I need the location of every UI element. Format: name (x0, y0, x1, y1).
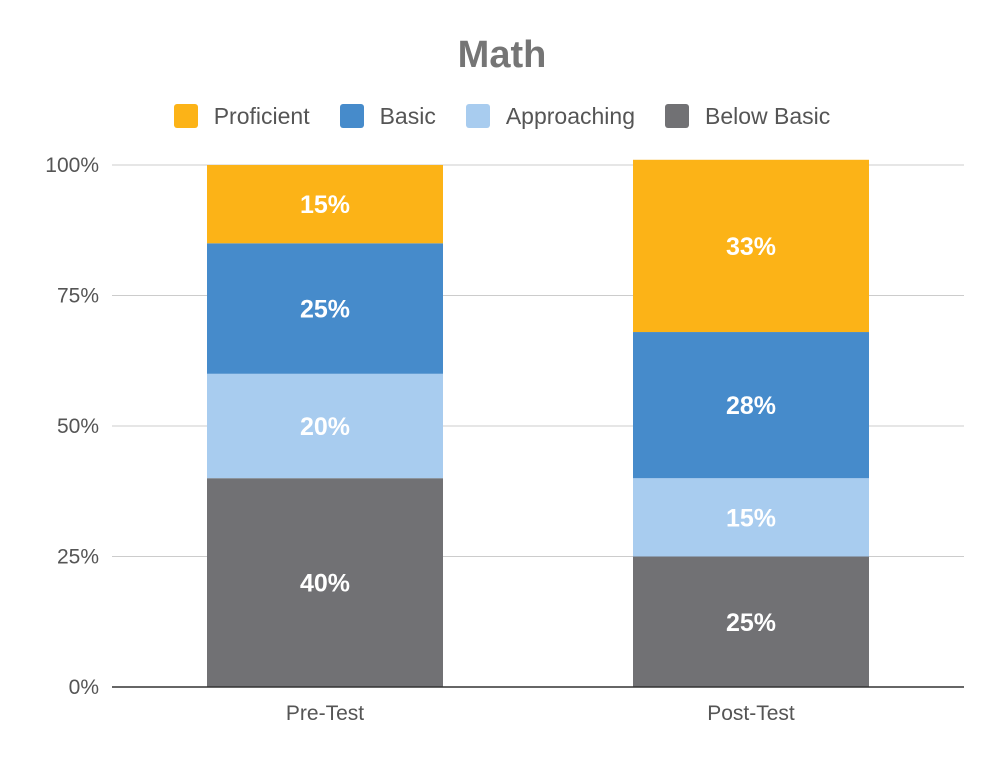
legend-item-approaching: Approaching (465, 102, 635, 130)
data-label: 15% (726, 504, 776, 532)
legend-item-proficient: Proficient (173, 102, 310, 130)
legend-swatch (665, 104, 689, 128)
data-label: 33% (726, 233, 776, 261)
bar-segment-post-test-proficient (633, 159, 869, 333)
y-tick-label: 100% (45, 154, 99, 177)
data-label: 25% (726, 609, 776, 637)
data-label: 28% (726, 392, 776, 420)
x-tick-label: Post-Test (707, 702, 795, 725)
legend-label: Proficient (213, 102, 310, 129)
y-tick-label: 25% (57, 546, 99, 569)
bar-segment-post-test-approaching (633, 478, 869, 557)
data-label: 25% (300, 296, 350, 324)
legend-swatch (465, 104, 490, 128)
bar-segment-pre-test-approaching (207, 373, 443, 479)
x-tick-label: Pre-Test (286, 702, 364, 725)
legend-swatch (339, 104, 364, 128)
y-tick-label: 75% (57, 285, 99, 308)
bar-segment-pre-test-below-basic (207, 478, 443, 687)
bar-segment-pre-test-proficient (207, 165, 443, 244)
legend: Proficient Basic Approaching Below Basic (0, 100, 1004, 132)
y-tick-label: 50% (57, 415, 99, 438)
chart-title: Math (457, 34, 547, 76)
data-label: 15% (300, 191, 350, 219)
legend-item-below-basic: Below Basic (665, 103, 830, 130)
legend-item-basic: Basic (339, 102, 436, 130)
y-tick-label: 0% (69, 676, 99, 699)
legend-label: Approaching (505, 102, 635, 129)
legend-label: Below Basic (705, 102, 831, 129)
legend-swatch (173, 104, 198, 128)
data-label: 40% (300, 570, 350, 598)
data-label: 20% (300, 413, 350, 441)
bar-segment-pre-test-basic (207, 243, 443, 374)
bar-segment-post-test-below-basic (633, 556, 869, 687)
bar-segment-post-test-basic (633, 332, 869, 479)
legend-label: Basic (379, 102, 436, 129)
